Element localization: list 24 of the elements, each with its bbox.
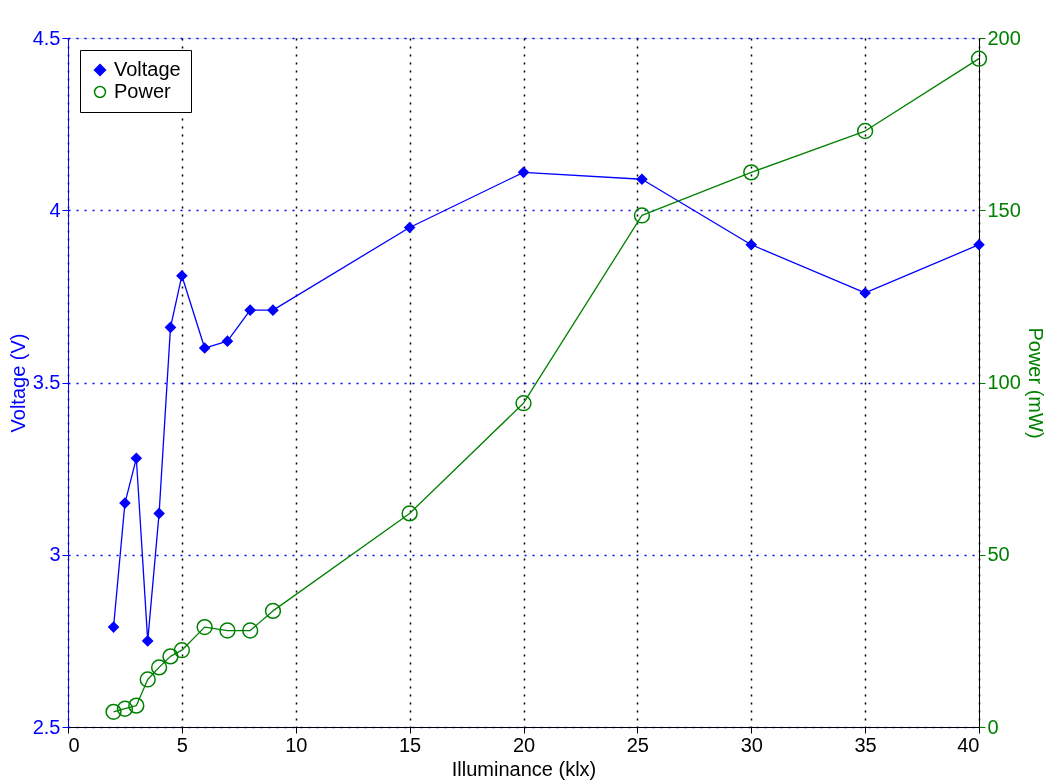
legend-label: Power <box>114 80 172 102</box>
x-tick-label: 25 <box>626 733 649 756</box>
y2-tick-label: 200 <box>987 26 1021 49</box>
x-tick-label: 35 <box>854 733 877 756</box>
y2-axis-title: Power (mW) <box>1024 327 1047 439</box>
x-tick-label: 5 <box>176 733 188 756</box>
y2-tick-label: 0 <box>987 715 999 738</box>
y2-tick-label: 100 <box>987 371 1021 393</box>
y-tick-label: 4.5 <box>32 26 61 49</box>
y-tick-label: 4 <box>49 198 61 221</box>
y2-tick-label: 50 <box>987 543 1010 566</box>
legend-label: Voltage <box>114 58 181 80</box>
x-tick-label: 15 <box>399 733 422 756</box>
x-tick-label: 30 <box>740 733 763 756</box>
x-tick-label: 0 <box>68 733 80 756</box>
y-tick-label: 2.5 <box>32 715 61 738</box>
y-axis-title: Voltage (V) <box>6 333 29 433</box>
x-tick-label: 40 <box>957 733 980 756</box>
y-tick-label: 3 <box>49 543 61 566</box>
x-tick-label: 20 <box>512 733 536 756</box>
x-axis-title: Illuminance (klx) <box>451 757 597 780</box>
x-tick-label: 10 <box>285 733 308 756</box>
y2-tick-label: 150 <box>987 198 1021 221</box>
y-tick-label: 3.5 <box>32 371 61 393</box>
